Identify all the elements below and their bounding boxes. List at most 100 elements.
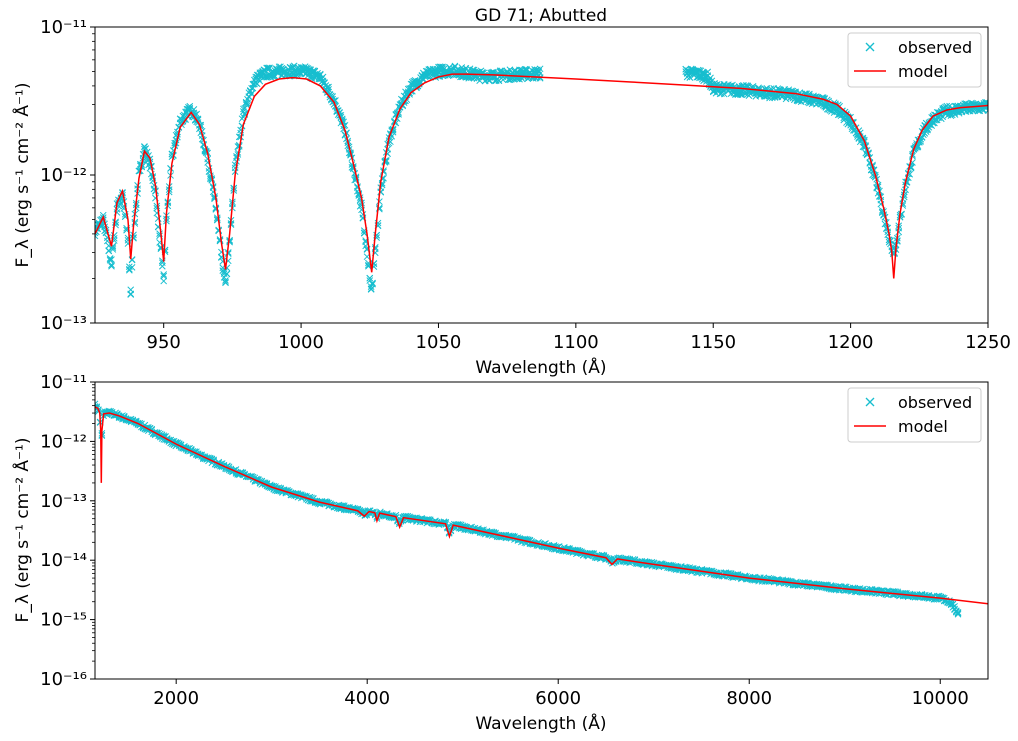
chart-top-observed-marker [119,191,126,199]
chart-top-observed-marker [186,102,194,110]
chart-top-observed-marker [160,271,168,278]
chart-top-x-tick-label: 1100 [553,332,599,353]
chart-top-x-tick-label: 1250 [965,332,1011,353]
chart-bottom-model-line [95,406,988,605]
chart-bottom-observed-marker [954,610,962,618]
chart-top-y-tick-label: 10⁻¹¹ [40,17,87,38]
chart-top-observed-marker [99,211,107,219]
chart-bottom-y-tick-label: 10⁻¹¹ [40,372,87,393]
chart-top-observed-marker [131,218,139,226]
chart-bottom-y-ticks: 10⁻¹⁶ 10⁻¹⁵ 10⁻¹⁴ 10⁻¹³ 10⁻¹² 10⁻¹¹ [40,372,95,690]
chart-top-observed-marker [194,116,202,124]
chart-top-observed-marker [720,90,728,98]
chart-bottom-x-tick-label: 8000 [726,688,772,709]
chart-bottom-observed-marker [947,600,955,607]
chart-top-observed-marker [153,202,161,210]
chart-top-observed-marker [208,176,216,184]
chart-top-y-label: F_λ (erg s⁻¹ cm⁻² Å⁻¹) [11,83,33,268]
chart-top-x-ticks: 950 1000 1050 1100 1150 1200 1250 [147,323,1011,353]
chart-bottom: 2000 4000 6000 8000 10000 10⁻¹⁶10⁻¹⁵10⁻¹⁴10⁻… [11,372,989,734]
chart-top-observed-marker [485,76,493,84]
chart-top-observed-marker [366,274,374,282]
chart-bottom-plot [95,400,988,618]
chart-top-observed-marker [158,262,166,270]
chart-top-observed-marker [222,278,229,286]
chart-bottom-observed-marker [954,609,962,617]
chart-bottom-frame [94,381,989,680]
chart-top-observed-marker [415,78,423,86]
chart-top-observed-marker [226,238,233,246]
chart-top-y-tick-label: 10⁻¹² [40,165,87,186]
chart-top-x-tick-label: 950 [147,332,181,353]
chart-top-x-label: Wavelength (Å) [475,356,606,378]
chart-top-observed-marker [154,215,162,222]
chart-top-observed-marker [193,110,201,118]
chart-top-observed-marker [127,286,135,294]
chart-top-model-line [95,73,988,279]
chart-top-observed-marker [167,165,174,172]
chart-top-observed-marker [108,262,115,270]
chart-top-observed-marker [248,90,255,98]
chart-bottom-legend-model-label: model [898,417,948,436]
chart-bottom-legend-observed-marker [865,397,875,407]
chart-bottom-y-tick-label: 10⁻¹⁵ [40,610,87,631]
chart-top-x-tick-label: 1200 [828,332,874,353]
chart-top-observed-marker [384,145,391,153]
chart-bottom-x-tick-label: 2000 [153,688,199,709]
chart-bottom-x-tick-label: 4000 [344,688,390,709]
chart-top-observed-marker [130,234,137,241]
chart-top-observed-marker [369,279,376,287]
chart-top-legend-observed-marker [865,42,875,52]
chart-top-model-series [95,73,988,279]
chart-top-observed-marker [367,285,375,293]
chart-top-plot [95,62,988,298]
chart-top-observed-marker [536,65,544,73]
chart-top-y-ticks: 10⁻¹³ 10⁻¹² 10⁻¹¹ [40,17,95,334]
chart-top-observed-marker [984,107,988,114]
chart-top-legend: observed model [847,32,982,88]
chart-top-legend-observed-label: observed [898,38,972,57]
chart-top-legend-model-label: model [898,62,948,81]
chart-top-x-tick-label: 1050 [416,332,462,353]
chart-top-observed-marker [190,106,198,113]
chart-top-observed-marker [223,270,231,278]
chart-top-observed-marker [143,148,151,156]
chart-top-observed-marker [749,82,757,90]
chart-top-legend-box [847,32,982,88]
chart-bottom-legend-box [847,387,982,443]
chart-top-observed-marker [325,86,332,93]
chart-bottom-y-label: F_λ (erg s⁻¹ cm⁻² Å⁻¹) [11,438,33,623]
chart-top-observed-marker [536,74,544,82]
chart-top-x-tick-label: 1000 [278,332,324,353]
chart-bottom-legend-observed-label: observed [898,393,972,412]
chart-bottom-x-tick-label: 6000 [535,688,581,709]
chart-top-observed-marker [248,84,255,92]
chart-top-observed-marker [128,264,136,271]
chart-top-observed-marker [95,232,99,240]
chart-top-observed-marker [209,184,217,191]
chart-top-observed-marker [984,101,988,109]
chart-top: GD 71; Abutted 950 1000 1050 1100 1150 1200 12… [11,6,1011,378]
chart-bottom-x-ticks: 2000 4000 6000 8000 10000 [153,679,969,709]
chart-bottom-legend: observed model [847,387,982,443]
chart-top-observed-marker [160,277,168,285]
chart-top-observed-marker [105,247,113,255]
chart-top-observed-marker [222,277,229,284]
chart-top-observed-marker [369,280,376,288]
chart-bottom-y-tick-label: 10⁻¹⁶ [40,669,87,690]
chart-top-observed-marker [194,115,202,123]
chart-top-observed-marker [108,261,115,269]
chart-bottom-y-tick-label: 10⁻¹² [40,431,87,452]
chart-top-observed-marker [113,205,121,213]
chart-top-observed-marker [499,76,507,84]
chart-bottom-x-label: Wavelength (Å) [475,712,606,734]
chart-top-observed-marker [160,272,168,280]
chart-top-observed-marker [358,199,365,207]
chart-top-observed-marker [220,270,228,277]
chart-bottom-x-tick-label: 10000 [912,688,969,709]
chart-top-observed-marker [108,256,115,263]
chart-top-observed-marker [226,237,233,245]
chart-bottom-y-tick-label: 10⁻¹³ [40,491,87,512]
chart-top-observed-marker [490,68,497,76]
